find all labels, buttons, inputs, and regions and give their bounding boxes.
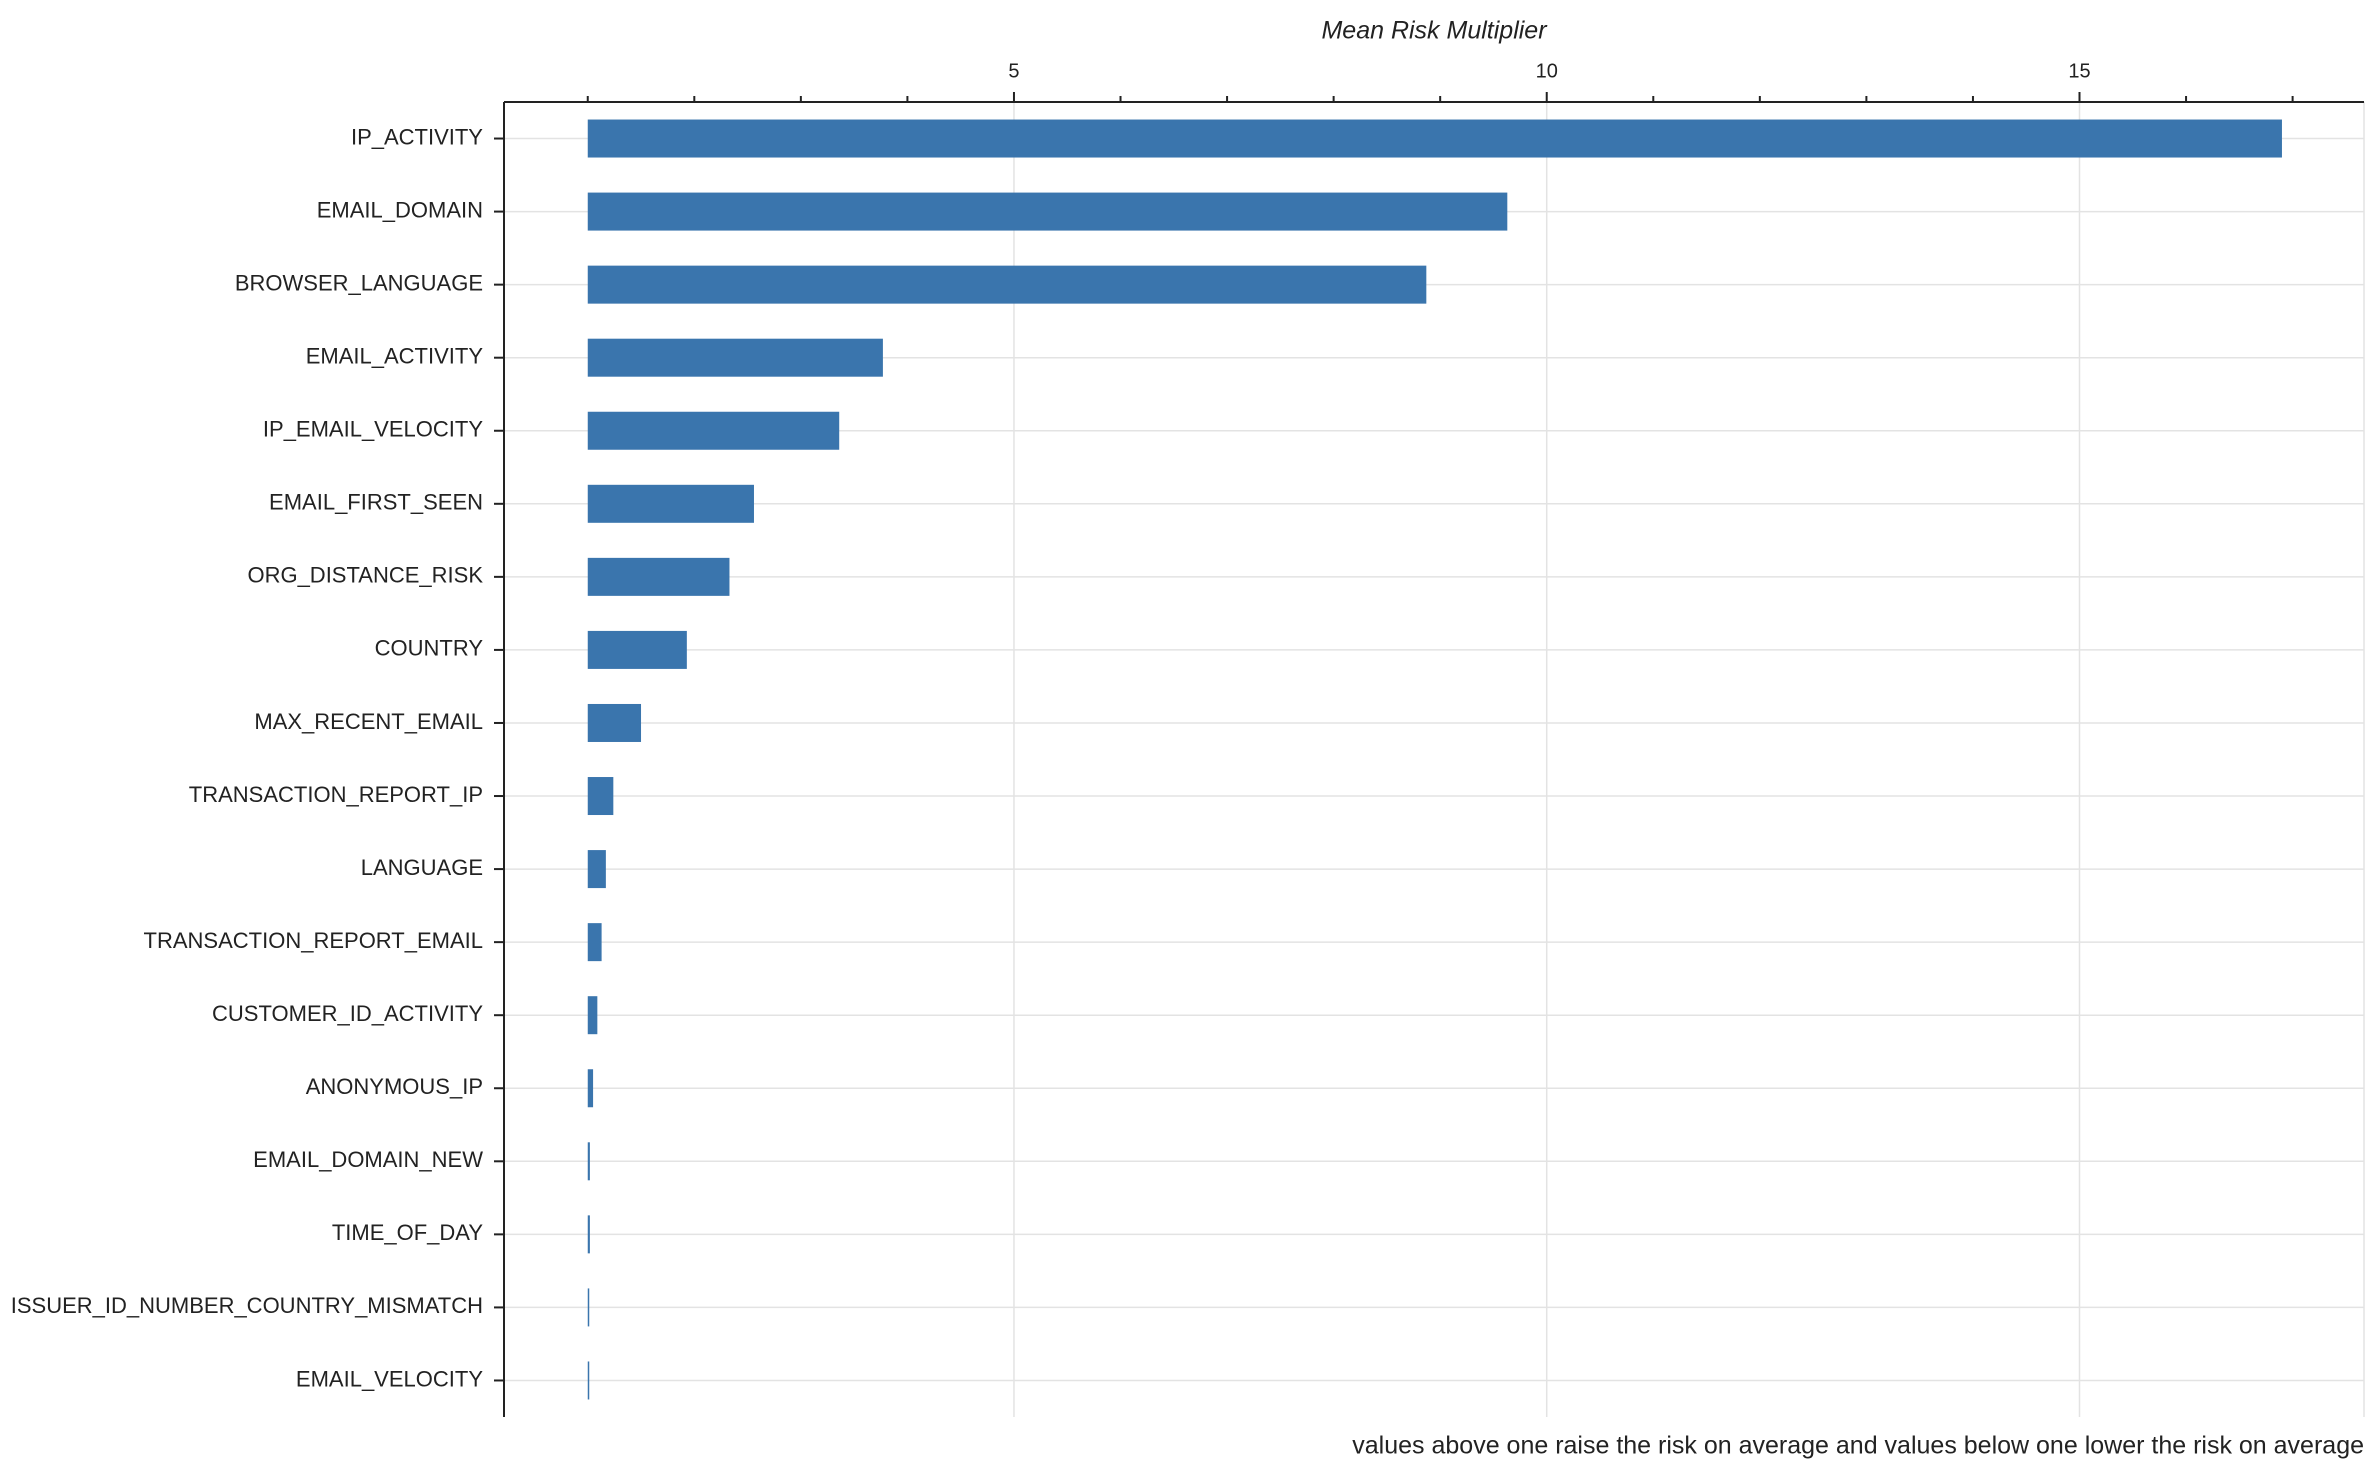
bar bbox=[587, 923, 602, 962]
chart-title: Mean Risk Multiplier bbox=[1321, 17, 1548, 45]
bar bbox=[587, 1142, 590, 1181]
y-tick-label: ANONYMOUS_IP bbox=[306, 1074, 483, 1099]
note: values above one raise the risk on avera… bbox=[1352, 1432, 2364, 1460]
y-tick-label: EMAIL_FIRST_SEEN bbox=[269, 490, 483, 515]
bar bbox=[587, 996, 598, 1035]
bar bbox=[587, 1215, 590, 1254]
bar bbox=[587, 192, 1508, 231]
bar bbox=[587, 630, 687, 669]
y-tick-label: EMAIL_DOMAIN_NEW bbox=[253, 1147, 483, 1172]
y-tick-label: CUSTOMER_ID_ACTIVITY bbox=[212, 1001, 483, 1026]
y-tick-label: ORG_DISTANCE_RISK bbox=[247, 563, 483, 588]
bar bbox=[587, 411, 840, 450]
bar bbox=[587, 703, 642, 742]
bar bbox=[587, 777, 614, 816]
bar bbox=[587, 1361, 590, 1400]
y-tick-label: ISSUER_ID_NUMBER_COUNTRY_MISMATCH bbox=[11, 1293, 483, 1318]
bar bbox=[587, 119, 2282, 158]
y-tick-label: EMAIL_VELOCITY bbox=[296, 1366, 483, 1391]
x-tick-label: 15 bbox=[2068, 60, 2090, 82]
y-tick-label: EMAIL_DOMAIN bbox=[317, 197, 483, 222]
y-tick-label: EMAIL_ACTIVITY bbox=[306, 344, 484, 369]
bar bbox=[587, 265, 1427, 304]
y-tick-label: TRANSACTION_REPORT_EMAIL bbox=[144, 928, 483, 953]
y-tick-label: TRANSACTION_REPORT_IP bbox=[189, 782, 483, 807]
bar bbox=[587, 338, 883, 377]
x-tick-label: 10 bbox=[1536, 60, 1558, 82]
y-tick-label: LANGUAGE bbox=[361, 855, 483, 880]
y-tick-label: IP_EMAIL_VELOCITY bbox=[263, 417, 483, 442]
bar bbox=[587, 484, 754, 523]
bar bbox=[587, 850, 606, 889]
y-tick-label: TIME_OF_DAY bbox=[332, 1220, 484, 1245]
y-tick-label: COUNTRY bbox=[375, 636, 484, 661]
bar bbox=[587, 1069, 594, 1108]
bar bbox=[587, 557, 730, 596]
bar bbox=[587, 1288, 590, 1327]
y-tick-label: IP_ACTIVITY bbox=[351, 124, 483, 149]
y-tick-label: BROWSER_LANGUAGE bbox=[235, 270, 483, 295]
x-tick-label: 5 bbox=[1008, 60, 1019, 82]
y-tick-label: MAX_RECENT_EMAIL bbox=[254, 709, 483, 734]
